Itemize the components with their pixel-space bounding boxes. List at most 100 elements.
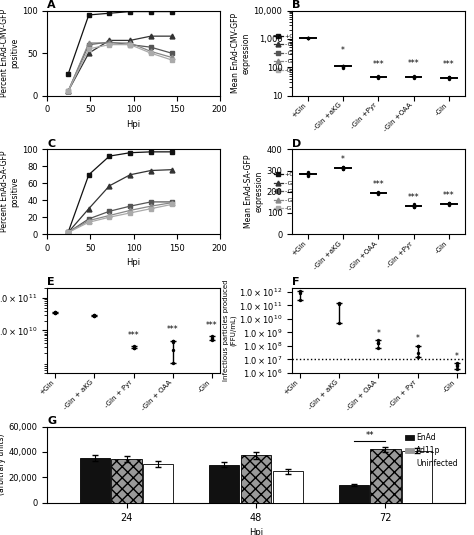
- -Gln + aKG: [148, 167, 154, 174]
- Point: [304, 34, 311, 42]
- Point: [169, 338, 176, 346]
- -Gln + Pyr: [148, 198, 154, 205]
- +Gln: [148, 9, 154, 15]
- -Gln + aKG: [65, 230, 71, 236]
- Point: [374, 188, 382, 197]
- Text: ***: ***: [128, 331, 139, 340]
- -Gln: [107, 214, 112, 220]
- Point: [445, 199, 453, 208]
- Point: [445, 74, 453, 82]
- Point: [339, 62, 347, 70]
- -Gln + aKG: [86, 50, 91, 56]
- -Gln + aKG: [169, 33, 174, 40]
- Point: [91, 312, 98, 320]
- -Gln + Pyr: [86, 41, 91, 48]
- -Gln + OAA: [128, 40, 133, 46]
- Point: [445, 73, 453, 82]
- Point: [445, 73, 453, 81]
- Bar: [143, 464, 173, 503]
- Point: [410, 73, 418, 81]
- Y-axis label: Percent EnAd-SA-GFP
positive: Percent EnAd-SA-GFP positive: [0, 151, 19, 233]
- X-axis label: Hpi: Hpi: [249, 528, 263, 535]
- -Gln + Pyr: [128, 203, 133, 209]
- Line: -Gln + aKG: -Gln + aKG: [66, 167, 174, 235]
- Point: [52, 309, 59, 317]
- Point: [52, 308, 59, 317]
- Point: [374, 339, 382, 348]
- -Gln: [169, 201, 174, 208]
- -Gln: [65, 88, 71, 95]
- Point: [336, 299, 343, 307]
- Point: [52, 308, 59, 317]
- -Gln + OAA: [86, 40, 91, 46]
- Point: [304, 171, 311, 179]
- -Gln + aKG: [128, 172, 133, 178]
- Text: ***: ***: [408, 193, 419, 202]
- Point: [91, 311, 98, 320]
- Y-axis label: Mean EnAd-CMV-GFP
expression: Mean EnAd-CMV-GFP expression: [231, 13, 251, 93]
- Text: **: **: [365, 431, 374, 440]
- X-axis label: Hpi: Hpi: [127, 258, 141, 268]
- +Gln: [65, 71, 71, 78]
- -Gln + Pyr: [65, 230, 71, 236]
- Point: [445, 200, 453, 208]
- Point: [304, 34, 311, 43]
- -Gln + OAA: [107, 212, 112, 219]
- Point: [52, 308, 59, 316]
- Point: [410, 72, 418, 80]
- -Gln + aKG: [169, 166, 174, 173]
- Point: [169, 337, 176, 346]
- -Gln + aKG: [128, 37, 133, 44]
- -Gln + OAA: [148, 203, 154, 209]
- Point: [374, 73, 382, 81]
- +Gln: [86, 12, 91, 18]
- Point: [304, 167, 311, 176]
- Point: [374, 73, 382, 82]
- Line: -Gln: -Gln: [66, 42, 174, 94]
- -Gln: [65, 230, 71, 236]
- +Gln: [148, 149, 154, 155]
- -Gln: [169, 57, 174, 63]
- +Gln: [86, 172, 91, 178]
- Point: [453, 359, 460, 368]
- -Gln + aKG: [86, 205, 91, 212]
- Point: [339, 63, 347, 71]
- -Gln + OAA: [65, 230, 71, 236]
- -Gln: [107, 41, 112, 48]
- Point: [304, 170, 311, 178]
- Bar: [370, 449, 401, 503]
- Point: [453, 361, 460, 369]
- Point: [374, 339, 382, 348]
- X-axis label: Hpi: Hpi: [127, 120, 141, 129]
- Line: -Gln + Pyr: -Gln + Pyr: [66, 40, 174, 94]
- -Gln + OAA: [169, 54, 174, 60]
- -Gln + Pyr: [107, 208, 112, 215]
- Text: ***: ***: [373, 59, 384, 68]
- -Gln: [86, 219, 91, 225]
- Line: -Gln: -Gln: [66, 202, 174, 235]
- Bar: [209, 465, 239, 503]
- Point: [296, 289, 304, 297]
- Bar: [80, 458, 110, 503]
- -Gln + OAA: [86, 217, 91, 224]
- Point: [445, 200, 453, 208]
- +Gln: [107, 153, 112, 159]
- -Gln + Pyr: [107, 39, 112, 45]
- Point: [445, 74, 453, 83]
- -Gln + Pyr: [65, 88, 71, 95]
- -Gln + OAA: [148, 48, 154, 55]
- -Gln + Pyr: [169, 198, 174, 205]
- Y-axis label: Infectious particles produced
(FFU/mL): Infectious particles produced (FFU/mL): [223, 280, 236, 381]
- Text: *: *: [416, 334, 419, 343]
- Text: *: *: [455, 352, 459, 361]
- Text: ***: ***: [443, 60, 455, 69]
- Text: *: *: [341, 46, 345, 55]
- Text: ***: ***: [206, 321, 218, 330]
- Point: [339, 163, 347, 171]
- Point: [339, 165, 347, 173]
- Point: [410, 202, 418, 211]
- -Gln + aKG: [148, 33, 154, 40]
- Bar: [402, 450, 432, 503]
- Text: D: D: [292, 139, 301, 149]
- -Gln: [128, 41, 133, 48]
